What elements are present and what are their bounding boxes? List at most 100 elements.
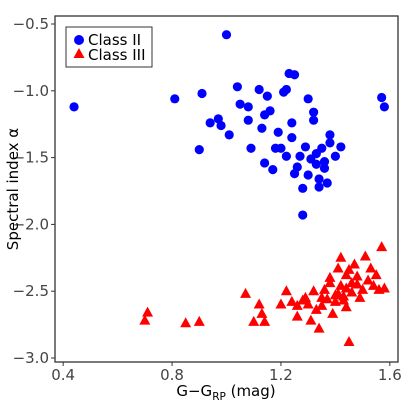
class-ii-point — [69, 102, 79, 112]
class-iii-point — [248, 315, 260, 326]
class-ii-point — [314, 174, 324, 184]
class-ii-point — [292, 162, 302, 172]
class-iii-point — [327, 307, 339, 318]
class-ii-point — [268, 165, 278, 175]
class-ii-point — [287, 118, 297, 128]
class-ii-point — [265, 106, 275, 116]
class-ii-point — [303, 170, 313, 180]
x-tick-label: 0.4 — [51, 366, 75, 384]
class-iii-point — [368, 279, 379, 290]
class-ii-point — [298, 183, 308, 193]
class-ii-point — [254, 84, 264, 95]
class-ii-point — [309, 115, 319, 125]
class-ii-point — [224, 130, 234, 140]
legend-box — [65, 26, 153, 68]
class-iii-point — [324, 271, 336, 282]
class-ii-point — [298, 210, 308, 220]
class-ii-point — [287, 132, 297, 143]
class-iii-point — [308, 285, 320, 296]
class-ii-point — [232, 82, 242, 92]
legend-label-class-ii: Class II — [88, 31, 141, 49]
class-iii-point — [324, 277, 336, 288]
class-iii-point — [286, 295, 298, 306]
class-ii-point — [319, 157, 330, 167]
class-iii-point — [142, 306, 154, 317]
class-iii-point — [340, 301, 352, 312]
legend: Class II Class III — [65, 26, 153, 68]
class-iii-point — [280, 285, 292, 296]
class-ii-point — [281, 151, 291, 161]
class-ii-point — [336, 142, 346, 152]
class-ii-point — [295, 151, 305, 161]
legend-marker-class-ii — [74, 35, 84, 45]
class-ii-point — [309, 107, 319, 117]
class-iii-point — [321, 293, 333, 304]
class-iii-point — [340, 282, 352, 293]
class-iii-point — [351, 278, 363, 289]
class-ii-point — [276, 143, 286, 153]
class-ii-point — [243, 115, 253, 125]
class-iii-point — [357, 283, 369, 294]
y-tick-label: −1.5 — [13, 149, 49, 167]
class-ii-point — [216, 120, 226, 131]
class-iii-point — [346, 286, 358, 297]
class-iii-point — [362, 274, 374, 285]
legend-label-class-iii: Class III — [88, 46, 146, 64]
class-iii-point — [180, 317, 192, 328]
class-ii-point — [330, 151, 340, 161]
class-iii-point — [305, 314, 317, 325]
class-iii-point — [291, 310, 303, 321]
class-iii-point — [376, 241, 388, 252]
class-iii-point — [275, 298, 287, 309]
y-tick-label: −1.0 — [13, 82, 49, 100]
class-ii-point — [289, 70, 300, 80]
series-class-iii — [139, 241, 390, 346]
class-iii-point — [359, 250, 371, 261]
class-ii-point — [243, 102, 253, 112]
class-ii-point — [235, 99, 245, 109]
class-iii-point — [332, 262, 344, 273]
class-ii-point — [325, 130, 335, 140]
class-iii-point — [329, 295, 341, 306]
class-ii-point — [379, 102, 389, 112]
class-iii-point — [370, 269, 382, 280]
class-ii-point — [205, 118, 215, 128]
class-iii-point — [253, 298, 265, 309]
class-iii-point — [343, 335, 355, 346]
class-ii-point — [300, 142, 311, 152]
class-iii-point — [139, 314, 151, 325]
x-axis-title-main: G−G — [176, 382, 212, 400]
y-axis-title: Spectral index α — [4, 128, 22, 251]
class-ii-point — [311, 159, 321, 169]
y-tick-label: −0.5 — [13, 15, 49, 33]
class-ii-point — [281, 84, 291, 95]
class-ii-point — [377, 92, 387, 103]
class-ii-point — [303, 94, 313, 104]
class-ii-point — [260, 158, 270, 168]
class-iii-point — [302, 298, 314, 309]
class-iii-point — [310, 303, 322, 314]
x-axis-title-subscript: RP — [212, 391, 226, 403]
class-iii-point — [351, 270, 363, 281]
x-axis-title-unit: (mag) — [226, 382, 276, 400]
class-ii-point — [325, 138, 335, 148]
legend-marker-class-iii — [73, 48, 85, 58]
class-iii-point — [316, 299, 328, 310]
series-class-ii — [69, 30, 389, 220]
class-ii-point — [317, 143, 327, 153]
axis-ticks: 0.4 0.8 1.2 1.6 −3.0 −2.5 −2.0 −1.5 −1.0 −0.5 — [13, 15, 402, 384]
class-ii-point — [194, 144, 204, 155]
class-iii-point — [240, 287, 252, 298]
class-iii-point — [335, 251, 347, 262]
class-iii-point — [319, 283, 330, 294]
class-iii-point — [378, 282, 390, 293]
class-iii-point — [259, 315, 271, 326]
class-ii-point — [246, 143, 256, 153]
class-ii-point — [319, 163, 330, 173]
class-ii-point — [221, 30, 232, 40]
class-iii-point — [256, 307, 268, 318]
class-ii-point — [170, 94, 180, 104]
class-iii-point — [340, 269, 352, 280]
class-iii-point — [365, 262, 377, 273]
